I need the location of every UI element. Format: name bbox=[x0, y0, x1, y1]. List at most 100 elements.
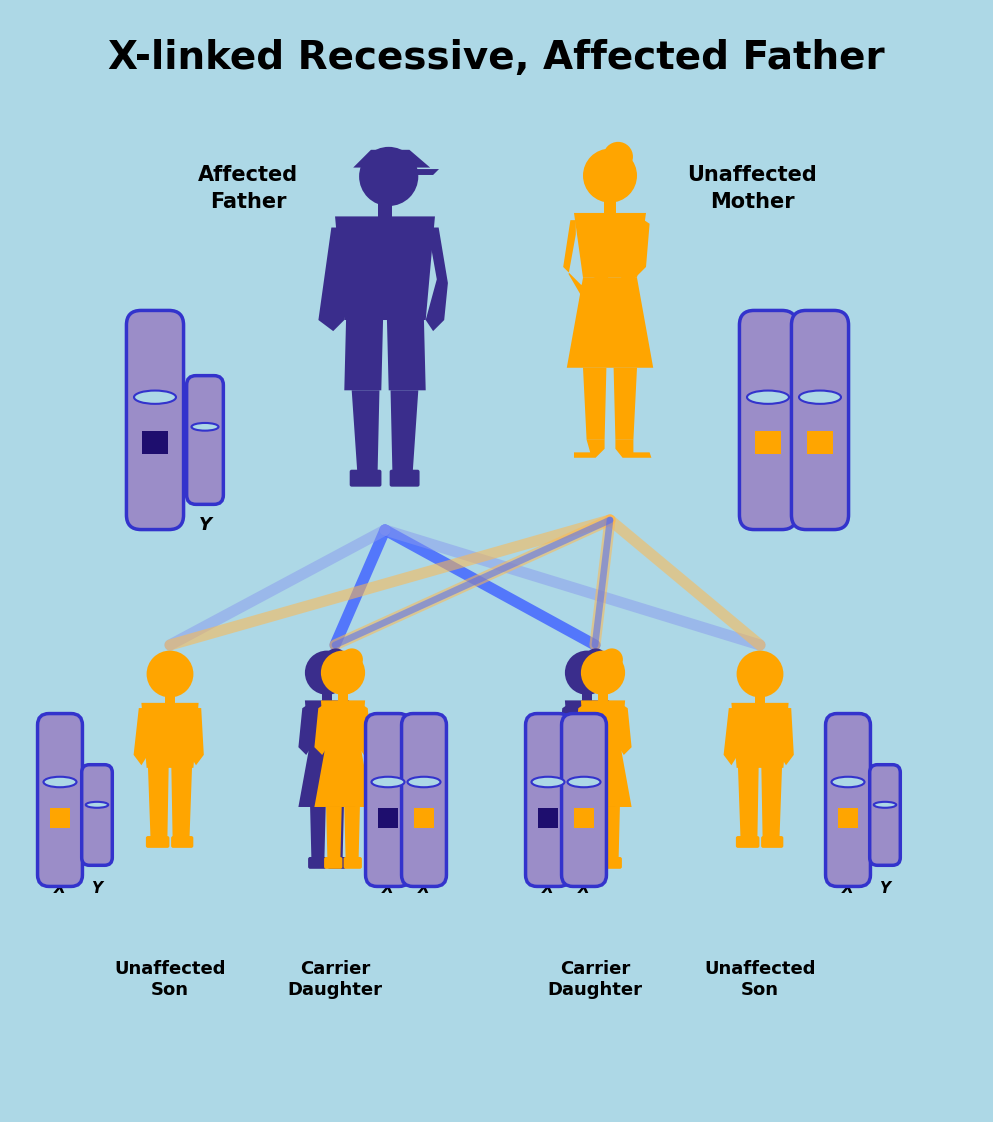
Bar bbox=[582, 692, 592, 705]
Bar bbox=[378, 808, 398, 828]
Polygon shape bbox=[134, 708, 148, 765]
Circle shape bbox=[325, 649, 347, 671]
Polygon shape bbox=[563, 220, 608, 296]
Circle shape bbox=[581, 651, 626, 695]
Polygon shape bbox=[780, 708, 793, 765]
Polygon shape bbox=[299, 706, 313, 755]
Polygon shape bbox=[762, 765, 782, 838]
FancyBboxPatch shape bbox=[604, 857, 622, 868]
Circle shape bbox=[585, 649, 607, 671]
Polygon shape bbox=[148, 765, 169, 838]
Polygon shape bbox=[574, 440, 605, 458]
Polygon shape bbox=[329, 807, 344, 859]
Polygon shape bbox=[342, 706, 355, 755]
FancyBboxPatch shape bbox=[324, 857, 343, 868]
Polygon shape bbox=[738, 765, 759, 838]
Polygon shape bbox=[335, 217, 435, 320]
Ellipse shape bbox=[799, 390, 841, 404]
Polygon shape bbox=[565, 700, 609, 753]
Polygon shape bbox=[190, 708, 204, 765]
Text: X: X bbox=[842, 881, 854, 895]
Bar bbox=[755, 431, 781, 454]
Ellipse shape bbox=[134, 390, 176, 404]
Circle shape bbox=[341, 649, 362, 671]
Circle shape bbox=[601, 649, 623, 671]
Text: Unaffected
Son: Unaffected Son bbox=[114, 960, 225, 999]
Bar bbox=[807, 431, 833, 454]
Polygon shape bbox=[390, 390, 418, 471]
Polygon shape bbox=[387, 316, 426, 390]
FancyBboxPatch shape bbox=[736, 836, 760, 848]
FancyBboxPatch shape bbox=[328, 857, 346, 868]
Ellipse shape bbox=[44, 776, 76, 788]
Polygon shape bbox=[352, 390, 379, 471]
Polygon shape bbox=[141, 702, 199, 767]
FancyBboxPatch shape bbox=[825, 714, 871, 886]
Circle shape bbox=[321, 651, 365, 695]
Circle shape bbox=[359, 147, 418, 206]
Polygon shape bbox=[345, 316, 383, 390]
Polygon shape bbox=[618, 706, 632, 755]
Text: X: X bbox=[418, 881, 430, 895]
Text: Carrier
Daughter: Carrier Daughter bbox=[547, 960, 642, 999]
Bar bbox=[604, 199, 617, 217]
Polygon shape bbox=[558, 749, 616, 807]
FancyBboxPatch shape bbox=[740, 311, 796, 530]
FancyBboxPatch shape bbox=[38, 714, 82, 886]
Polygon shape bbox=[172, 765, 192, 838]
Bar bbox=[377, 202, 392, 220]
Ellipse shape bbox=[747, 390, 789, 404]
Text: X: X bbox=[382, 881, 394, 895]
Polygon shape bbox=[319, 228, 345, 331]
Ellipse shape bbox=[407, 776, 441, 788]
Polygon shape bbox=[588, 807, 604, 859]
Polygon shape bbox=[345, 807, 359, 859]
Ellipse shape bbox=[531, 776, 564, 788]
Ellipse shape bbox=[831, 776, 865, 788]
Ellipse shape bbox=[568, 776, 601, 788]
FancyBboxPatch shape bbox=[791, 311, 849, 530]
Bar bbox=[142, 431, 168, 454]
Polygon shape bbox=[570, 807, 586, 859]
Circle shape bbox=[737, 651, 783, 698]
Circle shape bbox=[604, 141, 633, 172]
Circle shape bbox=[565, 651, 609, 695]
Polygon shape bbox=[357, 706, 371, 755]
Polygon shape bbox=[305, 700, 350, 753]
Polygon shape bbox=[326, 807, 342, 859]
Text: X-linked Recessive, Affected Father: X-linked Recessive, Affected Father bbox=[107, 39, 885, 77]
Polygon shape bbox=[581, 700, 626, 753]
Polygon shape bbox=[567, 278, 653, 368]
Ellipse shape bbox=[192, 423, 218, 431]
Ellipse shape bbox=[85, 802, 108, 808]
Text: Carrier
Daughter: Carrier Daughter bbox=[288, 960, 382, 999]
FancyBboxPatch shape bbox=[350, 470, 381, 487]
Text: Y: Y bbox=[880, 881, 891, 895]
Polygon shape bbox=[574, 706, 589, 755]
Text: X: X bbox=[813, 516, 827, 534]
Polygon shape bbox=[605, 807, 620, 859]
Bar bbox=[50, 808, 70, 828]
Polygon shape bbox=[732, 702, 788, 767]
Bar bbox=[165, 695, 175, 706]
Polygon shape bbox=[574, 213, 646, 278]
Polygon shape bbox=[315, 706, 329, 755]
Circle shape bbox=[583, 148, 637, 203]
Bar bbox=[755, 695, 766, 706]
FancyBboxPatch shape bbox=[401, 714, 447, 886]
FancyBboxPatch shape bbox=[525, 714, 570, 886]
Polygon shape bbox=[558, 706, 573, 755]
FancyBboxPatch shape bbox=[187, 376, 223, 505]
Polygon shape bbox=[315, 749, 371, 807]
Polygon shape bbox=[321, 700, 365, 753]
Text: Unaffected: Unaffected bbox=[687, 165, 817, 185]
FancyBboxPatch shape bbox=[568, 857, 587, 868]
Polygon shape bbox=[426, 228, 448, 331]
Polygon shape bbox=[379, 169, 439, 175]
FancyBboxPatch shape bbox=[171, 836, 194, 848]
Circle shape bbox=[305, 651, 350, 695]
Bar bbox=[322, 692, 333, 705]
Polygon shape bbox=[621, 220, 649, 285]
Bar bbox=[414, 808, 434, 828]
Polygon shape bbox=[724, 708, 738, 765]
